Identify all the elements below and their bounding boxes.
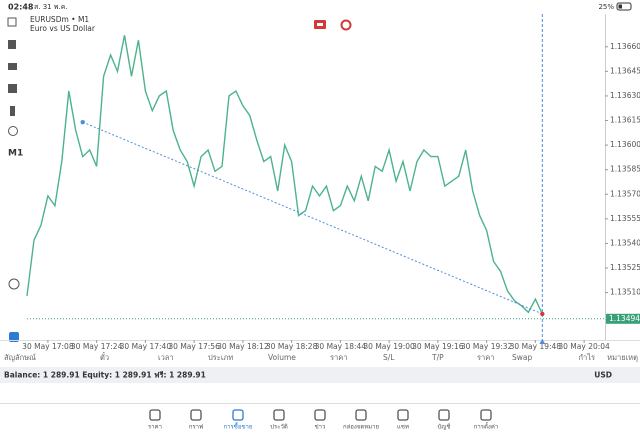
x-tick-label: 30 May 18:12: [217, 342, 269, 351]
one-click-icon-inner: [317, 23, 323, 26]
left-toolbar: [7, 17, 20, 342]
nav-label[interactable]: กราฟ: [189, 424, 203, 431]
x-tick-label: 30 May 19:32: [461, 342, 513, 351]
table-header: สัญลักษณ์: [4, 353, 36, 362]
nav-icon[interactable]: [438, 409, 450, 421]
nav-label[interactable]: การซื้อขาย: [224, 421, 253, 431]
bars-tool[interactable]: [8, 63, 17, 70]
table-header: Swap: [512, 353, 532, 362]
battery-level: [618, 4, 622, 9]
trendline-handle[interactable]: [80, 119, 85, 125]
nav-label[interactable]: แชท: [397, 424, 409, 431]
current-price-box: [606, 313, 640, 324]
y-tick-label: 1.13645: [610, 66, 640, 75]
y-tick-label: 1.13630: [610, 91, 640, 100]
nav-icon[interactable]: [190, 409, 202, 421]
table-header: Volume: [268, 353, 296, 362]
y-tick-label: 1.13555: [610, 214, 640, 223]
x-tick-label: 30 May 17:24: [71, 342, 123, 351]
table-header: กำไร: [578, 353, 595, 362]
balance-text: Balance: 1 289.91 Equity: 1 289.91 ฟรี: …: [4, 371, 206, 380]
x-tick-label: 30 May 20:04: [558, 342, 610, 351]
x-tick-label: 30 May 17:08: [22, 342, 74, 351]
y-tick-label: 1.13615: [610, 116, 640, 125]
indicators-tool[interactable]: [8, 84, 17, 93]
balance-currency: USD: [594, 371, 612, 380]
nav-icon[interactable]: [232, 409, 244, 421]
zoom-tool[interactable]: [8, 278, 20, 290]
status-time: 02:48: [8, 3, 34, 12]
x-tick-label: 30 May 17:56: [168, 342, 220, 351]
battery-icon: [616, 2, 632, 11]
current-price-label: 1.13494: [609, 314, 640, 323]
nav-icon[interactable]: [480, 409, 492, 421]
nav-icon[interactable]: [149, 409, 161, 421]
indicator-icon[interactable]: [340, 19, 352, 31]
timeframe-button[interactable]: M1: [8, 149, 23, 159]
trendline[interactable]: [82, 121, 543, 315]
x-tick-label: 30 May 17:40: [120, 342, 172, 351]
table-header: ประเภท: [208, 353, 233, 362]
nav-label[interactable]: กล่องจดหมาย: [343, 424, 379, 431]
nav-label[interactable]: บัญชี: [438, 423, 451, 431]
nav-label[interactable]: การตั้งค่า: [474, 421, 498, 431]
y-tick-label: 1.13570: [610, 189, 640, 198]
y-tick-label: 1.13510: [610, 288, 640, 297]
trade-tool[interactable]: [9, 332, 19, 342]
status-date: ส. 31 พ.ค.: [34, 3, 68, 11]
chart-description: Euro vs US Dollar: [30, 24, 96, 33]
crosshair-marker: [539, 339, 546, 344]
nav-label[interactable]: ข่าว: [315, 424, 326, 431]
price-line: [26, 35, 543, 315]
table-header: S/L: [383, 353, 395, 362]
table-header: เวลา: [158, 353, 174, 362]
nav-icon[interactable]: [355, 409, 367, 421]
chart-symbol: EURUSDm • M1: [30, 15, 89, 24]
y-tick-label: 1.13585: [610, 165, 640, 174]
balance-bar: [0, 367, 640, 383]
table-header: ราคา: [330, 353, 347, 362]
candles-tool[interactable]: [8, 40, 16, 49]
x-tick-label: 30 May 19:48: [510, 342, 562, 351]
crosshair-tool[interactable]: [7, 17, 17, 27]
nav-label[interactable]: ประวัติ: [270, 424, 288, 431]
table-header: ราคา: [477, 353, 494, 362]
table-header: ตั๋ว: [100, 352, 109, 362]
nav-label[interactable]: ราคา: [148, 424, 162, 431]
nav-icon[interactable]: [314, 409, 326, 421]
y-tick-label: 1.13525: [610, 263, 640, 272]
y-tick-label: 1.13600: [610, 140, 640, 149]
y-tick-label: 1.13660: [610, 42, 640, 51]
x-tick-label: 30 May 18:44: [315, 342, 367, 351]
nav-icon[interactable]: [273, 409, 285, 421]
x-tick-label: 30 May 19:16: [412, 342, 464, 351]
table-header: หมายเหตุ: [607, 353, 638, 362]
function-tool[interactable]: [10, 106, 15, 116]
nav-icon[interactable]: [397, 409, 409, 421]
trendline-handle[interactable]: [540, 311, 545, 317]
y-tick-label: 1.13540: [610, 238, 640, 247]
table-header: T/P: [431, 353, 444, 362]
x-tick-label: 30 May 19:00: [363, 342, 415, 351]
x-tick-label: 30 May 18:28: [266, 342, 318, 351]
status-battery: 25%: [598, 3, 614, 11]
objects-tool[interactable]: [8, 126, 18, 136]
